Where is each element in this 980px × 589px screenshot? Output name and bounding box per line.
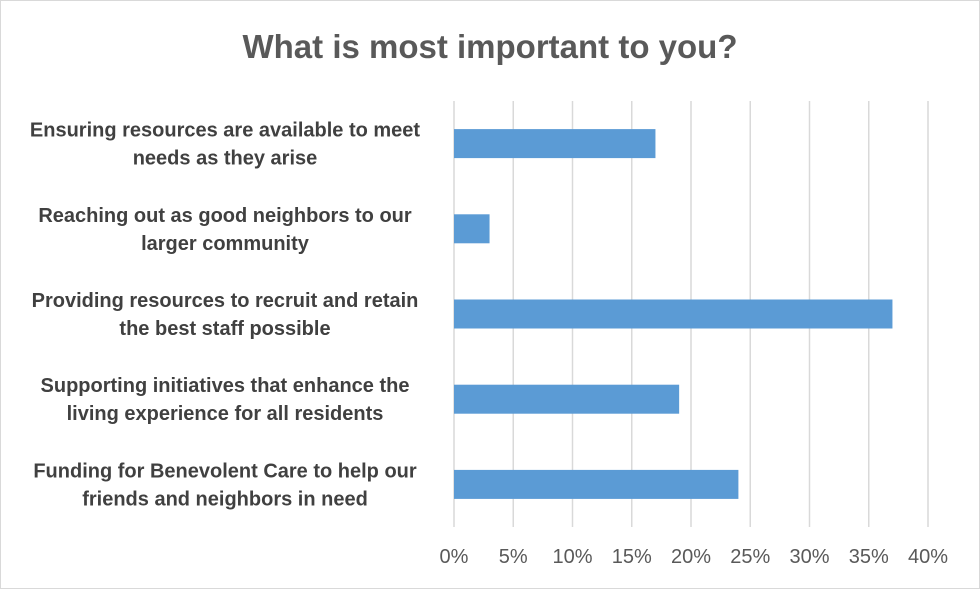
bars xyxy=(454,129,893,499)
x-tick-label: 0% xyxy=(440,546,469,568)
x-tick-label: 30% xyxy=(789,546,829,568)
category-label: Ensuring resources are available to meet… xyxy=(30,120,421,170)
category-label-line: Ensuring resources are available to meet xyxy=(30,120,421,142)
category-label-line: Reaching out as good neighbors to our xyxy=(38,205,412,227)
category-label-line: needs as they arise xyxy=(133,148,318,170)
x-tick-label: 15% xyxy=(612,546,652,568)
category-label-line: the best staff possible xyxy=(119,318,330,340)
category-label-line: living experience for all residents xyxy=(67,403,384,425)
bar xyxy=(454,469,739,499)
bar xyxy=(454,214,490,244)
category-label: Supporting initiatives that enhance the l… xyxy=(41,375,410,425)
gridlines xyxy=(453,101,929,527)
category-label-line: friends and neighbors in need xyxy=(82,488,368,510)
chart-title: What is most important to you? xyxy=(243,28,738,65)
x-tick-label: 35% xyxy=(849,546,889,568)
bar xyxy=(454,384,680,414)
category-label-line: Funding for Benevolent Care to help our xyxy=(33,460,417,482)
category-label: Reaching out as good neighbors to our lar… xyxy=(38,205,412,255)
x-tick-label: 20% xyxy=(671,546,711,568)
category-label: Providing resources to recruit and retai… xyxy=(32,290,419,340)
bar xyxy=(454,299,893,329)
x-tick-label: 25% xyxy=(730,546,770,568)
category-label-line: Providing resources to recruit and retai… xyxy=(32,290,419,312)
x-tick-label: 5% xyxy=(499,546,528,568)
bar xyxy=(454,129,656,159)
category-label-line: Supporting initiatives that enhance the xyxy=(41,375,410,397)
x-axis-tick-labels: 0% 5% 10% 15% 20% 25% 30% 35% 40% xyxy=(440,546,949,568)
category-label: Funding for Benevolent Care to help our f… xyxy=(33,460,417,510)
category-labels: Ensuring resources are available to meet… xyxy=(30,120,421,511)
category-label-line: larger community xyxy=(141,233,310,255)
x-tick-label: 10% xyxy=(552,546,592,568)
x-tick-label: 40% xyxy=(908,546,948,568)
